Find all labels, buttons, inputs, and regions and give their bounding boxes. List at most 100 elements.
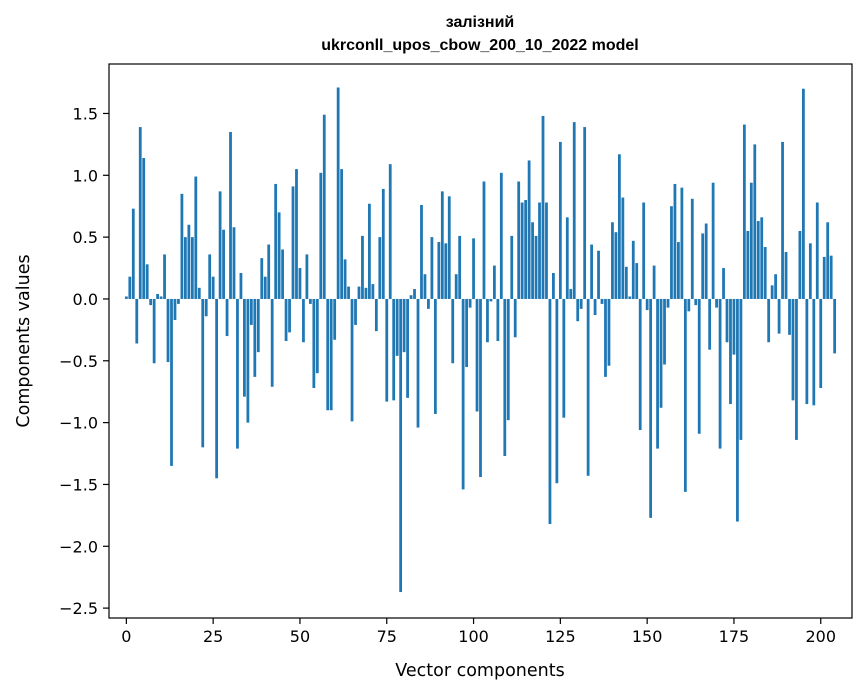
bar-135 [593,298,597,316]
bar-139 [607,298,611,366]
bar-187 [774,274,778,299]
bar-91 [440,191,444,299]
bar-13 [170,298,173,466]
bar-73 [378,237,382,299]
bar-116 [527,160,531,299]
bar-17 [183,237,187,299]
bar-140 [611,222,614,299]
y-tick-label: 1.5 [73,104,98,123]
bar-202 [826,222,830,299]
bar-74 [381,188,385,299]
bar-68 [361,235,364,299]
bar-176 [736,298,739,522]
chart-title-line1: залізний [446,14,515,31]
bar-4 [138,127,142,299]
bar-96 [458,235,462,299]
bar-60 [333,298,337,340]
bar-194 [798,230,802,299]
bar-100 [472,238,475,299]
bar-129 [572,122,576,299]
bar-197 [808,243,812,299]
bar-163 [690,198,694,299]
bar-175 [732,298,736,355]
bars-group [124,87,837,593]
bar-24 [208,254,212,299]
bar-5 [142,157,146,299]
bar-43 [274,183,278,299]
bar-85 [420,204,423,299]
bar-32 [236,298,239,449]
bar-186 [770,285,774,299]
bar-95 [454,274,458,299]
bar-102 [479,298,482,478]
y-tick-label: −1.0 [59,414,98,433]
bar-199 [815,202,819,299]
bar-21 [197,287,201,299]
bar-7 [149,298,153,306]
bar-158 [673,183,677,299]
bar-9 [156,294,159,299]
bar-84 [416,298,420,428]
bar-109 [503,298,507,457]
bar-56 [319,172,323,299]
bar-137 [600,298,604,304]
bar-75 [385,298,389,402]
bar-40 [263,276,267,299]
bar-101 [475,298,479,412]
y-tick-label: −0.5 [59,352,98,371]
bar-115 [524,200,528,299]
bar-33 [239,272,243,299]
bar-117 [531,222,534,299]
bar-162 [687,298,691,312]
bar-89 [433,298,437,414]
bar-178 [742,124,746,299]
bar-111 [510,235,514,299]
bar-69 [364,287,368,299]
bar-54 [312,298,316,388]
bar-10 [159,296,163,299]
bar-177 [739,298,743,440]
bar-63 [343,259,347,299]
chart-title-line2: ukrconll_upos_cbow_200_10_2022 model [321,37,638,54]
bar-51 [302,298,305,343]
bar-76 [388,164,392,299]
bar-132 [583,127,587,299]
bar-39 [260,258,264,299]
bar-173 [725,298,729,343]
bar-8 [152,298,156,364]
bar-172 [722,268,725,299]
bar-106 [493,265,496,299]
bar-58 [326,298,330,411]
bar-160 [680,187,684,299]
y-axis-label: Components values [14,254,34,427]
bar-126 [562,298,566,418]
bar-57 [322,114,326,299]
bar-192 [791,298,795,401]
bar-34 [243,298,246,397]
bar-83 [413,289,416,299]
bar-104 [486,298,489,343]
bar-146 [631,240,635,299]
bar-35 [246,298,250,423]
bar-198 [812,298,816,406]
x-axis-label: Vector components [395,661,564,681]
bar-20 [194,176,198,299]
bar-152 [652,265,656,299]
bar-15 [177,298,180,304]
bar-98 [465,298,468,367]
bar-143 [621,197,625,299]
bar-181 [753,144,757,299]
bar-25 [211,276,215,299]
bar-203 [829,255,833,299]
bar-179 [746,230,750,299]
bar-103 [482,181,486,299]
bar-48 [291,186,295,299]
y-tick-label: −2.5 [59,599,98,618]
bar-201 [822,256,826,299]
bar-171 [718,298,722,449]
bar-200 [819,298,823,388]
bar-67 [357,286,361,299]
bar-148 [638,298,642,431]
bar-155 [663,298,666,365]
